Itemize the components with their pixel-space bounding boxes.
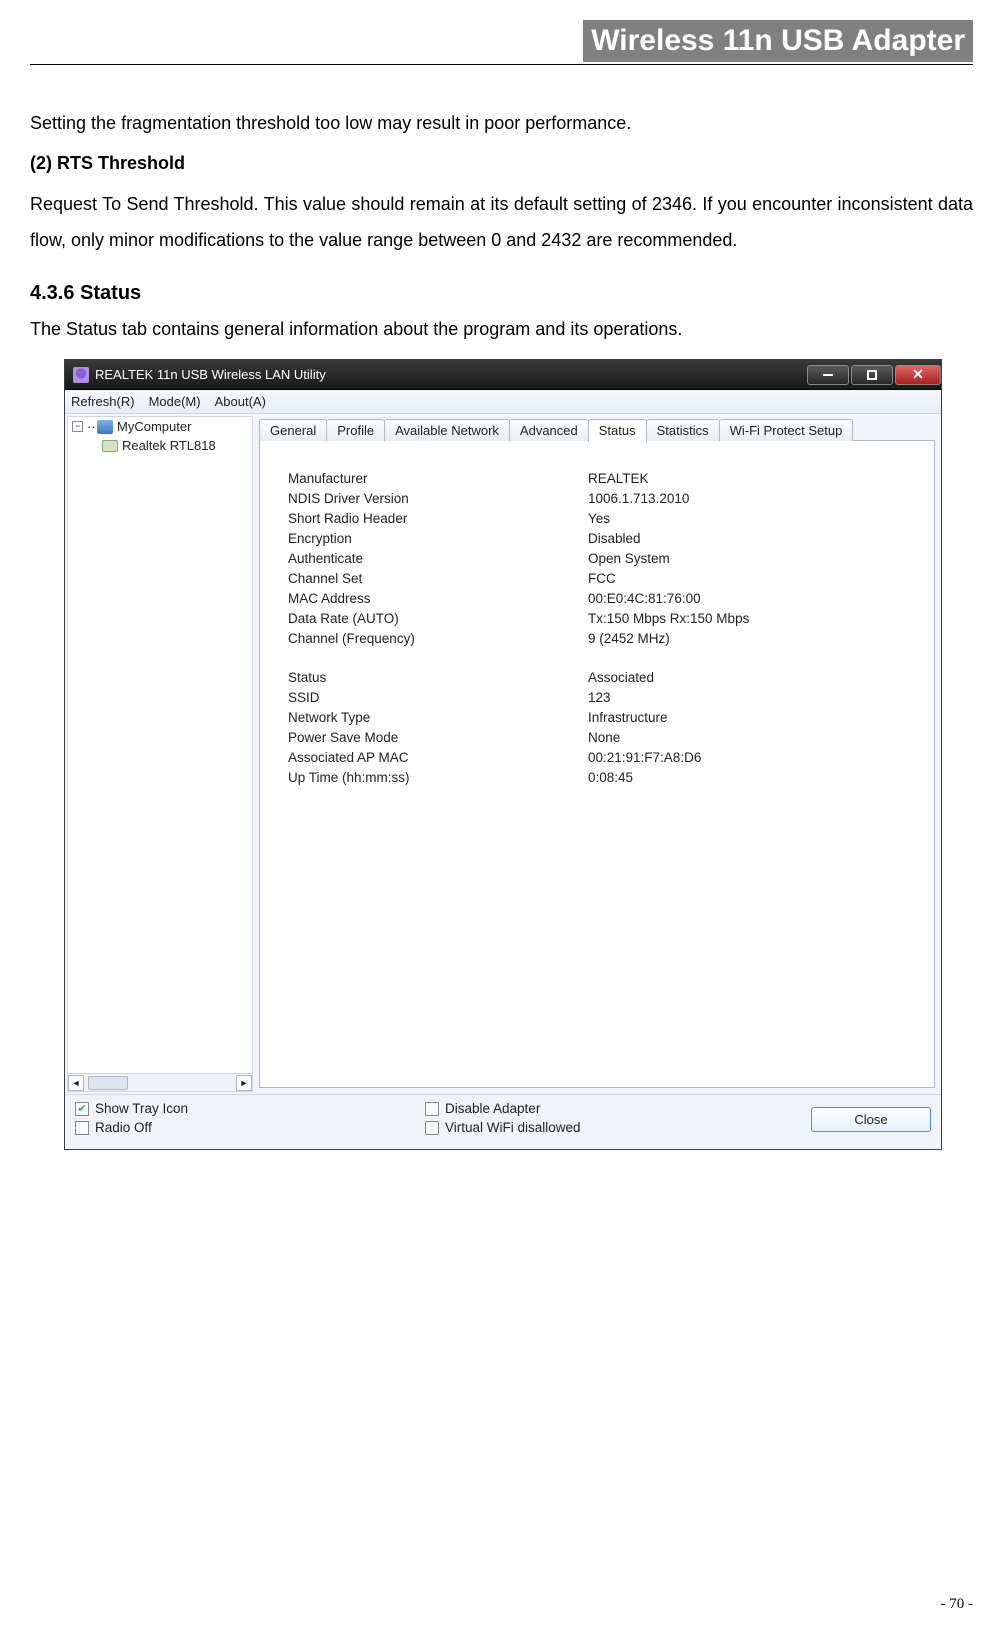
menu-about[interactable]: About(A) xyxy=(215,394,266,409)
app-icon xyxy=(73,367,89,383)
window-title: REALTEK 11n USB Wireless LAN Utility xyxy=(95,367,326,382)
tab-available-network[interactable]: Available Network xyxy=(384,419,510,441)
tree-root[interactable]: − ·· MyComputer xyxy=(68,417,252,436)
label-ssid: SSID xyxy=(288,690,588,705)
doc-header: Wireless 11n USB Adapter xyxy=(583,20,973,62)
value-ndis: 1006.1.713.2010 xyxy=(588,491,914,506)
tree-root-label: MyComputer xyxy=(117,419,191,434)
label-nettype: Network Type xyxy=(288,710,588,725)
tree-pane: − ·· MyComputer Realtek RTL818 ◄ ► xyxy=(67,416,253,1092)
menu-refresh[interactable]: Refresh(R) xyxy=(71,394,135,409)
tab-wps[interactable]: Wi-Fi Protect Setup xyxy=(719,419,854,441)
computer-icon xyxy=(97,420,113,434)
maximize-button[interactable] xyxy=(851,365,893,385)
value-apmac: 00:21:91:F7:A8:D6 xyxy=(588,750,914,765)
label-manufacturer: Manufacturer xyxy=(288,471,588,486)
minimize-button[interactable] xyxy=(807,365,849,385)
value-nettype: Infrastructure xyxy=(588,710,914,725)
value-mac: 00:E0:4C:81:76:00 xyxy=(588,591,914,606)
heading-436: 4.3.6 Status xyxy=(30,282,973,305)
heading-rts: (2) RTS Threshold xyxy=(30,153,973,174)
tab-status[interactable]: Status xyxy=(588,419,647,442)
close-button[interactable]: Close xyxy=(811,1107,931,1132)
label-shortradio: Short Radio Header xyxy=(288,511,588,526)
right-pane: General Profile Available Network Advanc… xyxy=(255,416,939,1092)
menu-bar: Refresh(R) Mode(M) About(A) xyxy=(65,390,941,414)
label-datarate: Data Rate (AUTO) xyxy=(288,611,588,626)
header-rule xyxy=(30,64,973,65)
checkbox-radio-off[interactable] xyxy=(75,1121,89,1135)
adapter-icon xyxy=(102,440,118,452)
label-uptime: Up Time (hh:mm:ss) xyxy=(288,770,588,785)
label-disable-adapter: Disable Adapter xyxy=(445,1101,540,1116)
label-ndis: NDIS Driver Version xyxy=(288,491,588,506)
value-ssid: 123 xyxy=(588,690,914,705)
label-show-tray: Show Tray Icon xyxy=(95,1101,188,1116)
value-shortradio: Yes xyxy=(588,511,914,526)
tree-scrollbar[interactable]: ◄ ► xyxy=(68,1073,252,1091)
scroll-right-icon[interactable]: ► xyxy=(236,1075,252,1091)
label-radio-off: Radio Off xyxy=(95,1120,152,1135)
value-encryption: Disabled xyxy=(588,531,914,546)
scroll-thumb[interactable] xyxy=(88,1076,128,1090)
value-datarate: Tx:150 Mbps Rx:150 Mbps xyxy=(588,611,914,626)
collapse-icon[interactable]: − xyxy=(72,421,83,432)
value-channelfreq: 9 (2452 MHz) xyxy=(588,631,914,646)
checkbox-show-tray[interactable]: ✔ xyxy=(75,1102,89,1116)
para-rts: Request To Send Threshold. This value sh… xyxy=(30,186,973,258)
label-encryption: Encryption xyxy=(288,531,588,546)
tree-child-label: Realtek RTL818 xyxy=(122,438,216,453)
title-bar: REALTEK 11n USB Wireless LAN Utility ✕ xyxy=(65,360,941,390)
label-mac: MAC Address xyxy=(288,591,588,606)
label-channelfreq: Channel (Frequency) xyxy=(288,631,588,646)
label-virtual-wifi: Virtual WiFi disallowed xyxy=(445,1120,581,1135)
value-status: Associated xyxy=(588,670,914,685)
scroll-left-icon[interactable]: ◄ xyxy=(68,1075,84,1091)
checkbox-disable-adapter[interactable] xyxy=(425,1102,439,1116)
tab-strip: General Profile Available Network Advanc… xyxy=(255,416,939,440)
app-window: REALTEK 11n USB Wireless LAN Utility ✕ R… xyxy=(64,359,942,1150)
tab-general[interactable]: General xyxy=(259,419,327,441)
label-authenticate: Authenticate xyxy=(288,551,588,566)
tab-profile[interactable]: Profile xyxy=(326,419,385,441)
tab-body: Manufacturer REALTEK NDIS Driver Version… xyxy=(259,440,935,1088)
bottom-bar: ✔ Show Tray Icon Radio Off Disable Adapt… xyxy=(65,1094,941,1149)
para-frag: Setting the fragmentation threshold too … xyxy=(30,105,973,141)
label-powersave: Power Save Mode xyxy=(288,730,588,745)
tab-advanced[interactable]: Advanced xyxy=(509,419,589,441)
label-apmac: Associated AP MAC xyxy=(288,750,588,765)
value-uptime: 0:08:45 xyxy=(588,770,914,785)
value-manufacturer: REALTEK xyxy=(588,471,914,486)
tab-statistics[interactable]: Statistics xyxy=(646,419,720,441)
tree-child[interactable]: Realtek RTL818 xyxy=(68,436,252,455)
value-authenticate: Open System xyxy=(588,551,914,566)
label-status: Status xyxy=(288,670,588,685)
value-channelset: FCC xyxy=(588,571,914,586)
page-number: - 70 - xyxy=(941,1596,974,1613)
label-channelset: Channel Set xyxy=(288,571,588,586)
checkbox-virtual-wifi[interactable] xyxy=(425,1121,439,1135)
window-close-button[interactable]: ✕ xyxy=(895,365,941,385)
para-436: The Status tab contains general informat… xyxy=(30,311,973,347)
menu-mode[interactable]: Mode(M) xyxy=(149,394,201,409)
value-powersave: None xyxy=(588,730,914,745)
